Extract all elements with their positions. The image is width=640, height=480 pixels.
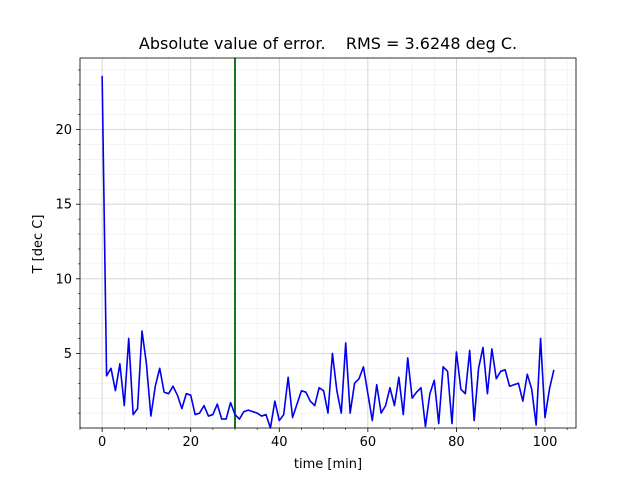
chart-title: Absolute value of error. RMS = 3.6248 de… xyxy=(139,34,517,53)
series-group xyxy=(101,75,555,429)
series-line xyxy=(101,75,555,429)
y-tick-label: 20 xyxy=(55,123,72,138)
minor-grid xyxy=(79,58,576,428)
axis-ticks: 0 20 40 60 80 100 5 10 15 20 xyxy=(55,69,568,450)
y-axis-label: T [dec C] xyxy=(31,215,46,275)
y-tick-label: 10 xyxy=(55,272,72,287)
y-tick-label: 5 xyxy=(64,347,72,362)
plot-area xyxy=(79,58,576,429)
x-axis-label: time [min] xyxy=(294,457,362,472)
x-tick-label: 40 xyxy=(271,435,288,450)
x-tick-label: 20 xyxy=(182,435,199,450)
x-tick-label: 80 xyxy=(448,435,465,450)
major-grid xyxy=(80,58,576,428)
x-tick-label: 100 xyxy=(533,435,558,450)
x-tick-label: 60 xyxy=(360,435,377,450)
axes-frame xyxy=(79,57,577,429)
y-tick-label: 15 xyxy=(55,198,72,213)
x-tick-label: 0 xyxy=(98,435,106,450)
